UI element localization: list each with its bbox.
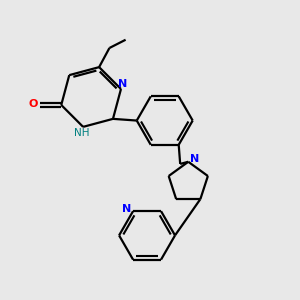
Text: NH: NH bbox=[74, 128, 89, 138]
Text: O: O bbox=[29, 99, 38, 109]
Text: N: N bbox=[190, 154, 200, 164]
Text: N: N bbox=[118, 79, 127, 89]
Text: N: N bbox=[122, 204, 131, 214]
